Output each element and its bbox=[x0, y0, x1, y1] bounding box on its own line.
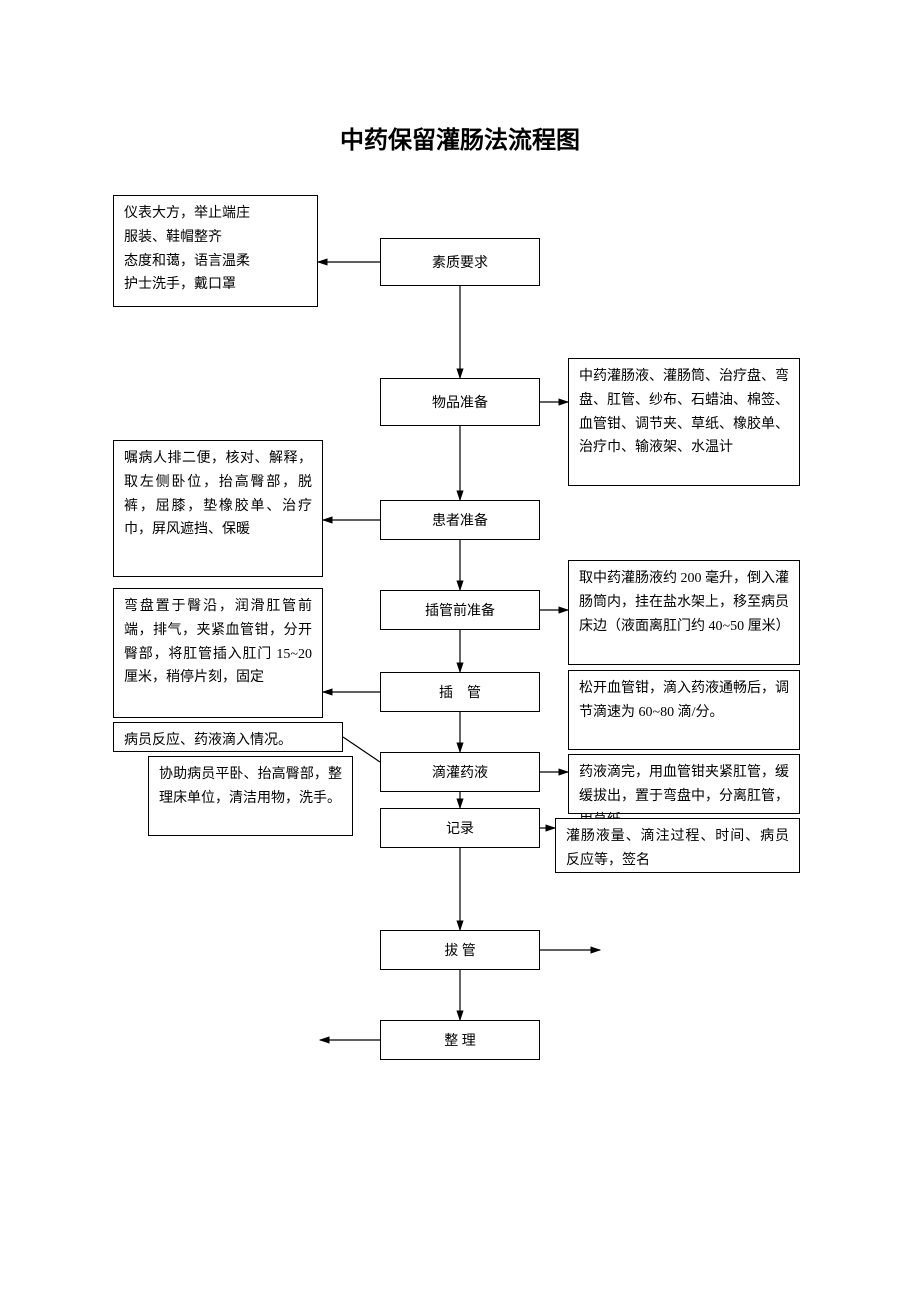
step-materials: 物品准备 bbox=[380, 378, 540, 426]
note-observation: 病员反应、药液滴入情况。 bbox=[113, 722, 343, 752]
note-extubation: 药液滴完，用血管钳夹紧肛管，缓缓拔出，置于弯盘中，分离肛管，用草纸 bbox=[568, 754, 800, 814]
note-patient-prep: 嘱病人排二便，核对、解释，取左侧卧位，抬高臀部，脱裤，屈膝，垫橡胶单、治疗巾，屏… bbox=[113, 440, 323, 577]
step-cleanup: 整 理 bbox=[380, 1020, 540, 1060]
note-cleanup: 协助病员平卧、抬高臀部，整理床单位，清洁用物，洗手。 bbox=[148, 756, 353, 836]
note-materials: 中药灌肠液、灌肠筒、治疗盘、弯盘、肛管、纱布、石蜡油、棉签、血管钳、调节夹、草纸… bbox=[568, 358, 800, 486]
step-pre-intubation: 插管前准备 bbox=[380, 590, 540, 630]
note-quality: 仪表大方，举止端庄服装、鞋帽整齐态度和蔼，语言温柔护士洗手，戴口罩 bbox=[113, 195, 318, 307]
note-record-details: 灌肠液量、滴注过程、时间、病员反应等，签名 bbox=[555, 818, 800, 873]
step-patient-prep: 患者准备 bbox=[380, 500, 540, 540]
step-extubation: 拔 管 bbox=[380, 930, 540, 970]
note-drip-rate: 松开血管钳，滴入药液通畅后，调节滴速为 60~80 滴/分。 bbox=[568, 670, 800, 750]
note-intubation: 弯盘置于臀沿，润滑肛管前端，排气，夹紧血管钳，分开臀部，将肛管插入肛门 15~2… bbox=[113, 588, 323, 718]
step-quality: 素质要求 bbox=[380, 238, 540, 286]
step-record: 记录 bbox=[380, 808, 540, 848]
step-intubation: 插 管 bbox=[380, 672, 540, 712]
step-drip: 滴灌药液 bbox=[380, 752, 540, 792]
note-pre-intubation: 取中药灌肠液约 200 毫升，倒入灌肠筒内，挂在盐水架上，移至病员床边（液面离肛… bbox=[568, 560, 800, 665]
diagram-title: 中药保留灌肠法流程图 bbox=[0, 120, 920, 155]
